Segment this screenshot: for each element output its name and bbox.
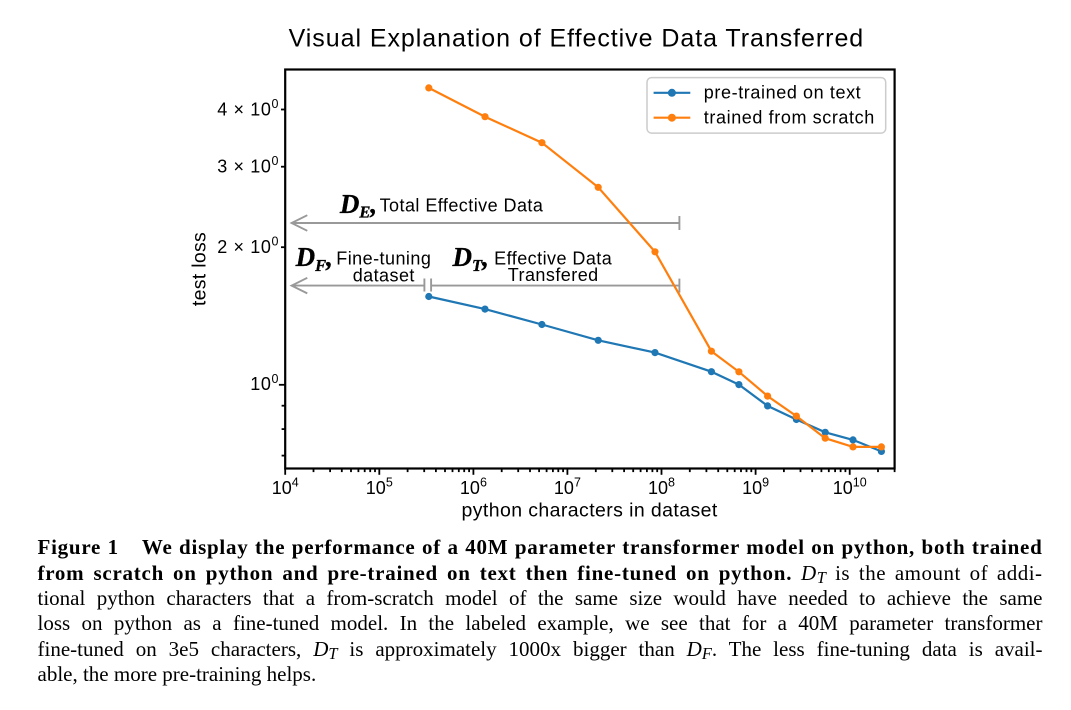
svg-text:Visual Explanation of Effectiv: Visual Explanation of Effective Data Tra… bbox=[289, 24, 865, 52]
svg-text:2 × 100: 2 × 100 bbox=[217, 235, 279, 257]
svg-text:106: 106 bbox=[460, 476, 487, 498]
svg-text:107: 107 bbox=[554, 476, 581, 498]
svg-text:3 × 100: 3 × 100 bbox=[217, 154, 279, 176]
svg-text:dataset: dataset bbox=[353, 266, 415, 286]
svg-text:DE,: DE, bbox=[339, 189, 377, 222]
svg-text:100: 100 bbox=[250, 372, 279, 394]
svg-text:pre-trained on text: pre-trained on text bbox=[704, 82, 861, 102]
svg-text:105: 105 bbox=[366, 476, 393, 498]
svg-text:test loss: test loss bbox=[189, 232, 211, 306]
svg-text:1010: 1010 bbox=[833, 476, 867, 498]
svg-text:Effective Data: Effective Data bbox=[494, 248, 613, 268]
svg-text:Total Effective Data: Total Effective Data bbox=[380, 196, 544, 216]
svg-text:DF,: DF, bbox=[295, 242, 333, 275]
svg-text:104: 104 bbox=[272, 476, 299, 498]
svg-text:Transfered: Transfered bbox=[508, 265, 599, 285]
svg-text:trained from scratch: trained from scratch bbox=[704, 107, 875, 127]
svg-text:4 × 100: 4 × 100 bbox=[217, 97, 279, 119]
svg-text:Fine-tuning: Fine-tuning bbox=[336, 248, 431, 268]
svg-text:109: 109 bbox=[742, 476, 769, 498]
svg-text:DT,: DT, bbox=[452, 242, 489, 275]
svg-text:python characters in dataset: python characters in dataset bbox=[462, 500, 718, 522]
svg-text:108: 108 bbox=[648, 476, 675, 498]
